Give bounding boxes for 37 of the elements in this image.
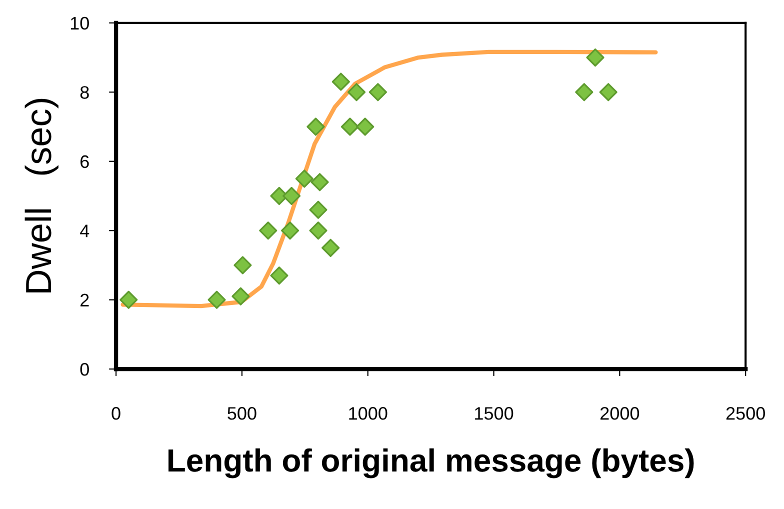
y-tick-label: 2 bbox=[80, 294, 89, 306]
point bbox=[295, 170, 314, 188]
point bbox=[270, 266, 288, 285]
x-tick-label: 2500 bbox=[726, 407, 765, 420]
y-tick-label: 0 bbox=[80, 362, 89, 376]
y-tick-label: 8 bbox=[80, 86, 89, 99]
point bbox=[310, 173, 329, 192]
x-tick-label: 1500 bbox=[475, 407, 514, 420]
point bbox=[309, 222, 328, 240]
x-tick-label: 2000 bbox=[600, 407, 640, 420]
line-series bbox=[120, 50, 658, 308]
point bbox=[306, 118, 325, 136]
y-tick-label: 6 bbox=[80, 155, 89, 168]
point bbox=[599, 83, 618, 102]
point bbox=[309, 200, 328, 219]
point bbox=[282, 186, 301, 206]
x-tick-label: 0 bbox=[112, 407, 120, 420]
point bbox=[586, 48, 604, 67]
point bbox=[280, 222, 300, 240]
y-axis-title: Dwell (sec) bbox=[24, 98, 58, 292]
point bbox=[356, 118, 374, 136]
point bbox=[575, 83, 594, 102]
x-tick-label: 500 bbox=[228, 407, 256, 420]
point bbox=[259, 222, 278, 240]
x-axis-title: Length of original message (bytes) bbox=[168, 448, 694, 478]
point bbox=[208, 290, 226, 309]
point bbox=[322, 238, 340, 257]
point bbox=[232, 287, 250, 306]
point bbox=[368, 83, 387, 102]
x-tick-label: 1000 bbox=[349, 407, 388, 420]
point bbox=[234, 256, 252, 274]
y-tick-label: 10 bbox=[70, 16, 89, 30]
point bbox=[332, 72, 350, 91]
y-tick-label: 4 bbox=[80, 224, 90, 238]
point bbox=[347, 83, 366, 102]
point bbox=[120, 290, 138, 309]
point bbox=[340, 118, 360, 136]
